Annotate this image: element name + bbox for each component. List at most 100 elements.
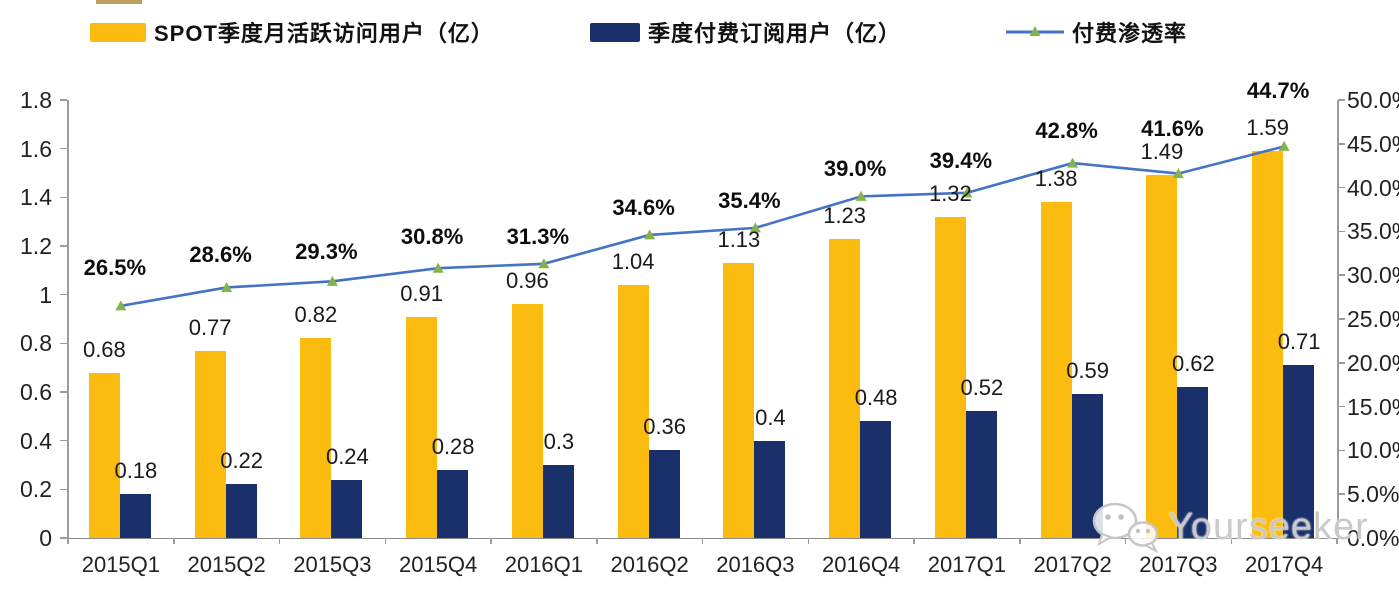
subscriber-value-label: 0.24 [325,443,369,469]
subscriber-value-label: 0.28 [431,433,475,459]
x-axis-tick [701,538,704,544]
x-axis-tick [384,538,386,544]
left-axis-tick [60,342,67,345]
penetration-pct-label: 31.3% [506,223,570,249]
subscriber-value-label: 0.71 [1277,329,1321,355]
subscriber-value-label: 0.18 [114,458,158,484]
right-axis-tick [1338,186,1345,189]
legend-item-penetration: 付费渗透率 [1006,16,1187,48]
left-axis-tick-label: 1.4 [20,184,52,211]
penetration-line [120,145,1285,308]
line-marker-legend-icon [1006,26,1064,36]
mau-bar [723,263,755,538]
penetration-pct-label: 28.6% [189,242,252,268]
subscriber-value-label: 0.3 [543,429,575,454]
subscriber-bar [437,469,469,538]
mau-bar [617,284,649,538]
triangle-marker-icon [221,281,233,292]
legend-item-mau: SPOT季度月活跃访问用户（亿） [90,16,494,48]
left-axis-tick-label: 0.4 [20,427,52,454]
mau-value-label: 0.91 [400,280,444,306]
watermark: Yourseeker [1090,498,1369,556]
x-axis-category-label: 2016Q2 [610,552,689,577]
right-axis-tick [1338,405,1345,408]
right-axis-tick [1338,449,1345,452]
subscriber-bar [648,450,680,538]
penetration-pct-label: 42.8% [1035,118,1098,144]
x-axis-tick [913,538,915,544]
legend-item-subscribers: 季度付费订阅用户（亿） [590,16,901,48]
right-axis-tick [1338,362,1345,364]
left-axis-tick-label: 0.8 [20,330,52,357]
left-axis-tick [60,99,67,101]
subscriber-bar [1283,365,1315,538]
triangle-marker-icon [432,262,444,273]
subscriber-value-label: 0.52 [960,375,1004,401]
subscriber-bar [754,440,786,538]
right-axis-tick [1338,99,1345,101]
mau-value-label: 1.59 [1246,115,1290,141]
x-axis-category-label: 2015Q3 [293,552,372,577]
right-axis-tick [1338,537,1345,539]
x-axis-category-label: 2017Q3 [1139,552,1218,577]
penetration-pct-label: 39.0% [823,156,887,182]
subscriber-value-label: 0.59 [1066,358,1110,384]
triangle-marker-icon [1278,140,1290,151]
x-axis-tick [1019,538,1021,544]
subscriber-bar [1177,387,1209,538]
right-axis-tick-label: 10.0% [1347,437,1399,464]
left-axis-tick-label: 1.2 [20,233,52,259]
penetration-pct-label: 29.3% [295,239,358,265]
x-axis-category-label: 2017Q4 [1244,552,1324,577]
right-axis-tick-label: 25.0% [1347,306,1399,332]
right-axis-tick-label: 30.0% [1347,262,1399,289]
left-axis-tick-label: 0.2 [20,476,52,503]
watermark-text: Yourseeker [1168,505,1369,548]
x-axis-category-label: 2015Q4 [398,552,478,577]
left-axis-tick-label: 0.6 [20,379,52,405]
legend-label-subscribers: 季度付费订阅用户（亿） [648,21,902,46]
subscriber-bar [860,421,892,538]
mau-bar [194,350,226,538]
mau-value-label: 1.32 [928,180,972,206]
mau-value-label: 1.49 [1140,139,1184,165]
x-axis-tick [278,538,281,544]
right-axis-tick-label: 50.0% [1347,87,1399,113]
left-axis-tick-label: 1.8 [20,87,52,113]
subscriber-legend-swatch-icon [590,22,640,42]
triangle-marker-icon [855,190,867,201]
mau-value-label: 0.96 [505,268,549,294]
right-axis-tick [1338,274,1345,276]
right-axis-tick [1338,493,1345,495]
x-axis-category-label: 2017Q2 [1033,552,1112,577]
right-axis-tick-label: 15.0% [1347,393,1399,420]
mau-value-label: 1.13 [717,227,761,253]
left-axis-tick [60,537,67,539]
x-axis-tick [1230,538,1232,544]
x-axis-tick [173,538,175,544]
right-axis-tick-label: 5.0% [1347,481,1399,508]
mau-value-label: 1.38 [1034,166,1078,192]
legend-label-penetration: 付费渗透率 [1072,21,1188,46]
left-axis-tick [60,391,67,393]
right-axis-tick-label: 40.0% [1347,174,1399,201]
triangle-marker-icon [538,258,550,269]
right-axis-tick [1338,230,1345,233]
x-axis-tick [1124,538,1127,544]
right-axis-tick [1338,318,1345,320]
mau-bar [406,316,438,538]
x-axis-tick [490,538,492,544]
right-axis-tick-label: 20.0% [1347,349,1399,376]
legend-label-mau: SPOT季度月活跃访问用户（亿） [154,21,494,46]
x-axis-tick [67,538,69,544]
right-axis-tick-label: 45.0% [1347,130,1399,157]
subscriber-value-label: 0.62 [1171,351,1215,377]
penetration-pct-label: 41.6% [1141,115,1204,141]
right-axis-line [1337,100,1339,539]
penetration-pct-label: 44.7% [1246,78,1310,104]
subscriber-value-label: 0.4 [755,404,786,430]
left-axis-tick [60,439,67,442]
left-axis-tick [60,196,67,199]
left-axis-line [67,100,69,539]
